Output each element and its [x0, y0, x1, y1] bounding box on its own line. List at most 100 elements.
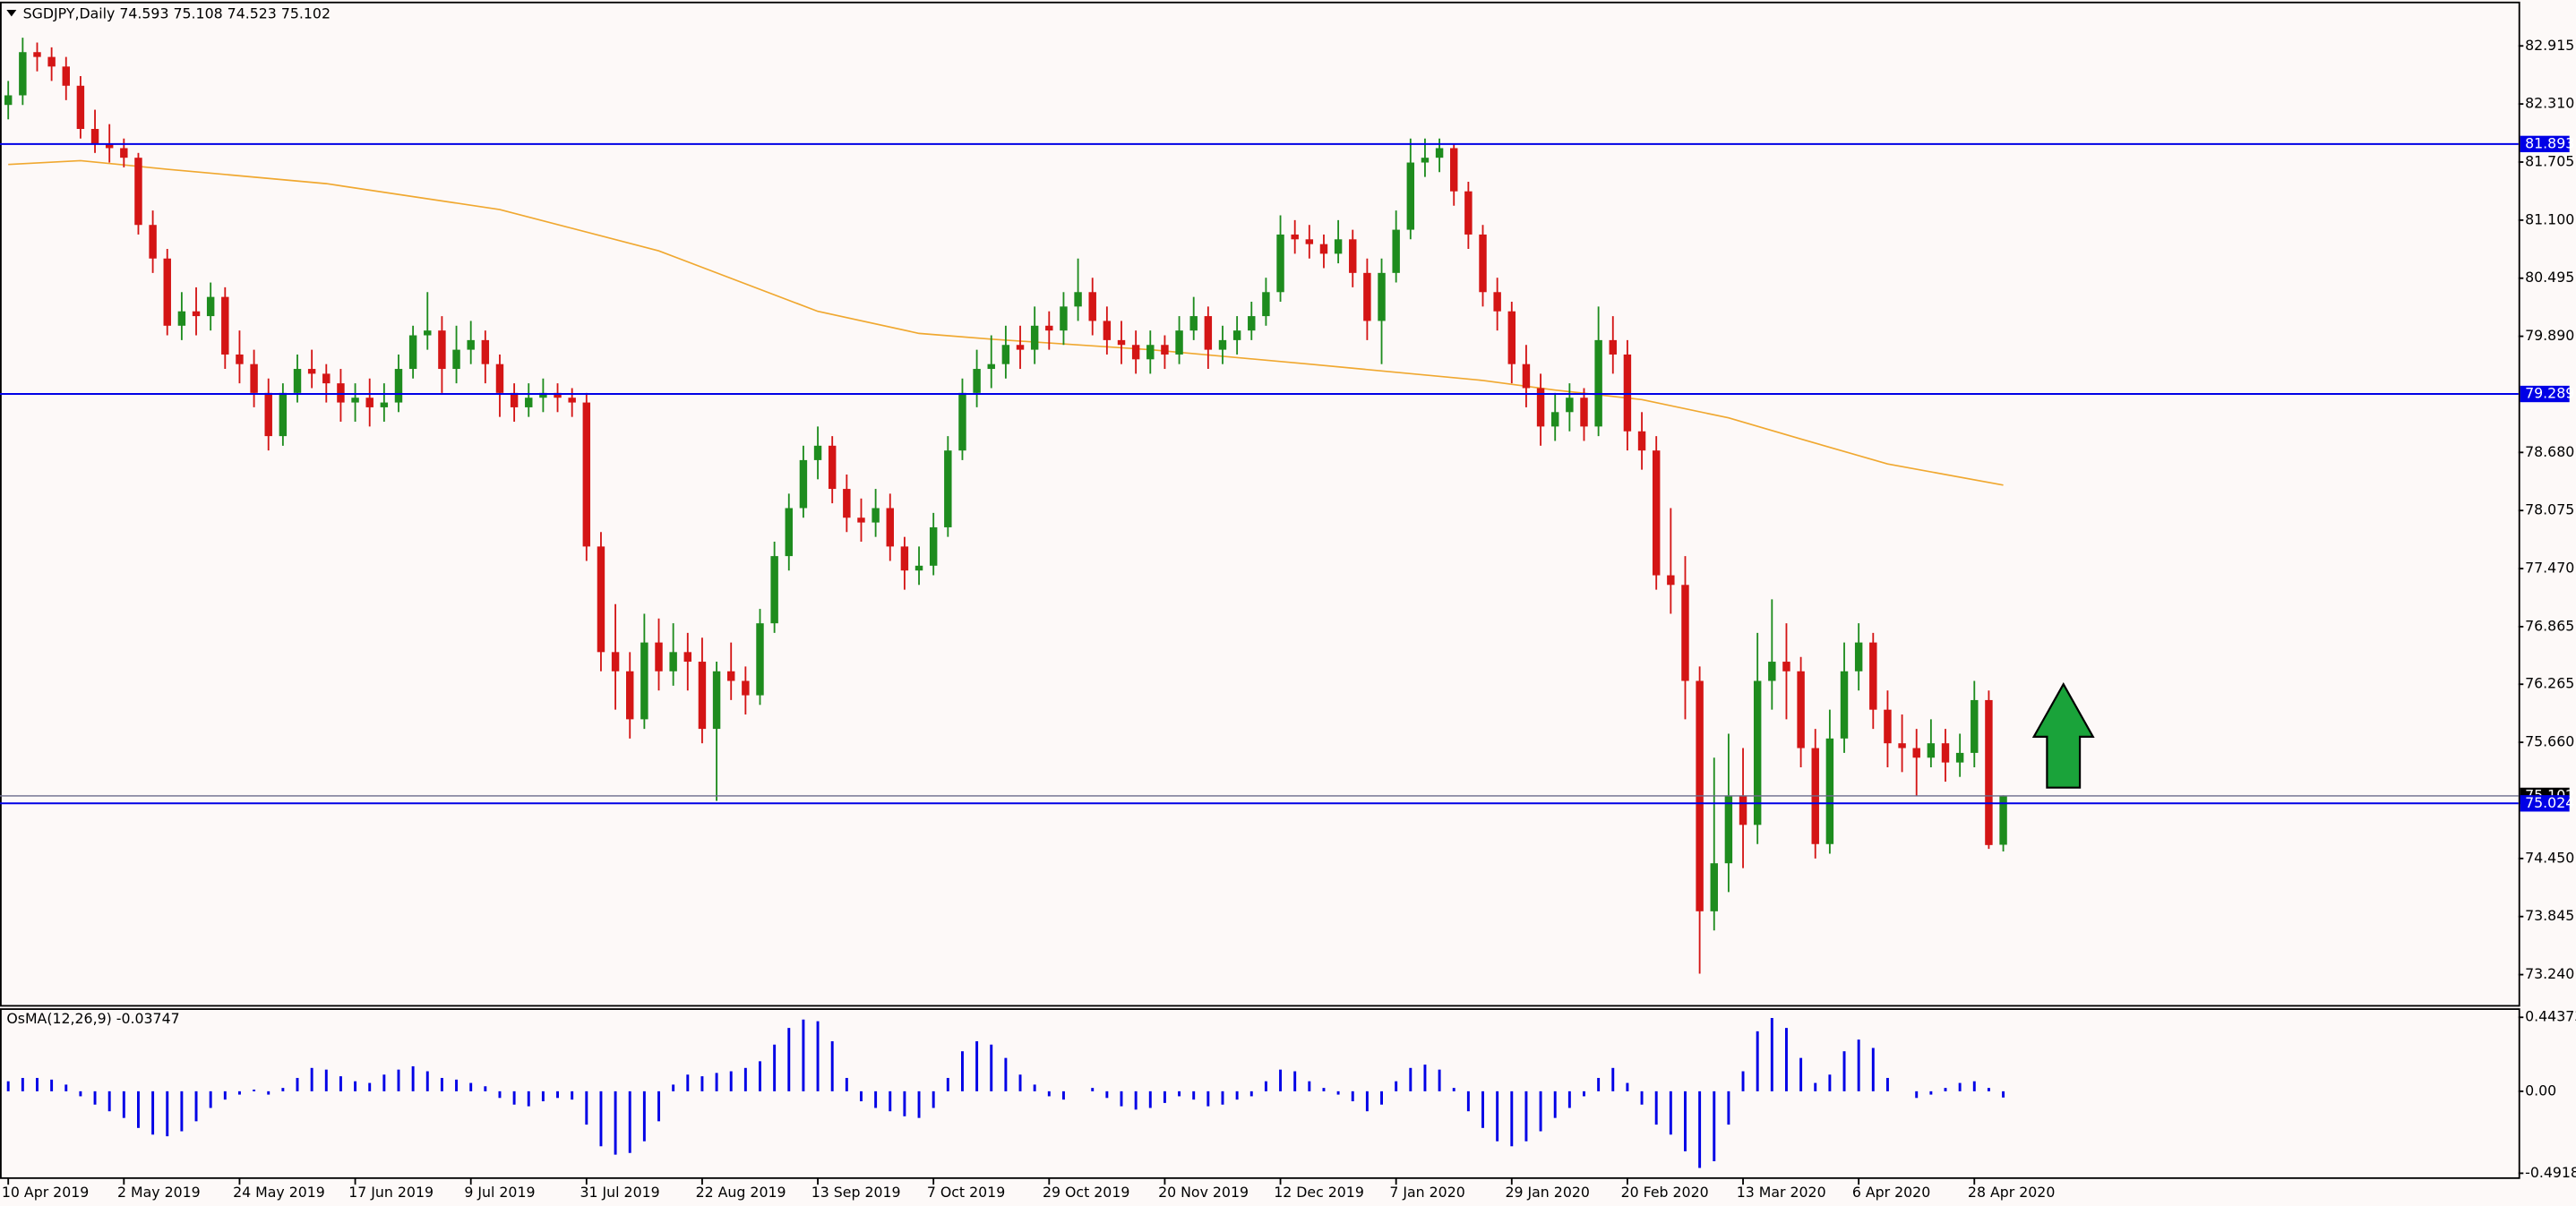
candle-body	[134, 158, 142, 226]
candle-body	[1536, 388, 1545, 427]
candle-body	[1161, 345, 1169, 355]
close-price: 75.102	[281, 4, 331, 21]
candle-body	[90, 129, 99, 144]
candle-body	[1088, 292, 1096, 321]
x-tick-label: 7 Oct 2019	[927, 1184, 1005, 1201]
candle-body	[698, 662, 707, 730]
candle-body	[1218, 339, 1227, 350]
candle-body	[1001, 345, 1010, 364]
candle-body	[683, 652, 692, 663]
x-tick-label: 12 Dec 2019	[1274, 1184, 1364, 1201]
x-tick-label: 13 Mar 2020	[1737, 1184, 1826, 1201]
candle-body	[1884, 709, 1892, 744]
candle-body	[394, 369, 403, 403]
candle-body	[510, 392, 519, 407]
candle-body	[221, 296, 229, 355]
y-tick-label: 73.240	[2525, 965, 2574, 982]
candle-body	[1392, 229, 1400, 273]
candle-body	[1450, 148, 1458, 192]
x-tick-label: 24 May 2019	[233, 1184, 325, 1201]
indicator-value: -0.03747	[116, 1010, 180, 1027]
candle-body	[597, 546, 605, 653]
candle-body	[1276, 234, 1284, 293]
candle-body	[1941, 743, 1950, 763]
candle-body	[264, 392, 272, 437]
candle-body	[1637, 431, 1646, 451]
candle-body	[1710, 863, 1718, 911]
candle-body	[337, 383, 345, 403]
y-tick-label: 82.915	[2525, 37, 2574, 54]
candle-body	[206, 296, 215, 317]
candle-body	[1189, 316, 1198, 331]
candle-body	[1854, 642, 1863, 671]
candle-body	[1971, 699, 1979, 753]
candle-body	[813, 445, 822, 460]
x-tick-label: 6 Apr 2020	[1852, 1184, 1930, 1201]
candle-body	[1435, 148, 1444, 158]
candle-body	[467, 339, 475, 350]
candle-body	[149, 225, 157, 259]
candle-body	[626, 671, 634, 720]
x-tick-label: 17 Jun 2019	[348, 1184, 434, 1201]
x-tick-label: 28 Apr 2020	[1968, 1184, 2055, 1201]
x-tick-label: 22 Aug 2019	[696, 1184, 786, 1201]
candle-body	[163, 258, 171, 326]
candle-body	[62, 66, 70, 86]
candle-body	[19, 52, 27, 96]
candle-body	[1724, 796, 1733, 864]
candle-body	[105, 143, 114, 149]
candle-body	[1782, 662, 1790, 671]
candle-body	[1681, 585, 1689, 681]
candle-body	[1060, 306, 1068, 331]
x-tick-label: 7 Jan 2020	[1389, 1184, 1464, 1201]
candle-body	[322, 373, 331, 384]
candle-body	[380, 402, 389, 407]
candle-body	[1580, 398, 1588, 427]
low-price: 74.523	[228, 4, 277, 21]
candle-body	[1030, 325, 1039, 350]
candle-body	[1406, 162, 1415, 230]
y-tick-label: 0.44373	[2525, 1008, 2576, 1025]
candle-body	[914, 565, 923, 571]
x-tick-label: 31 Jul 2019	[580, 1184, 659, 1201]
moving-average	[8, 159, 2004, 486]
candle-body	[1507, 311, 1516, 364]
y-tick-label: 78.075	[2525, 501, 2574, 518]
candle-body	[1045, 325, 1053, 331]
candle-body	[47, 56, 56, 67]
candle-body	[1334, 239, 1343, 254]
candle-body	[1927, 743, 1936, 758]
y-tick-label: 76.265	[2525, 675, 2574, 692]
candle-body	[351, 398, 359, 403]
candle-body	[307, 369, 316, 374]
candle-body	[1550, 412, 1559, 427]
candle-body	[1349, 239, 1357, 273]
y-tick-label: -0.49184	[2525, 1164, 2576, 1181]
candle-body	[1493, 292, 1501, 312]
candle-body	[236, 354, 244, 364]
candle-body	[828, 445, 837, 490]
candle-body	[799, 459, 808, 509]
candle-body	[1464, 191, 1473, 235]
level-label: 81.893	[2525, 134, 2574, 151]
symbol-menu-icon[interactable]	[6, 9, 17, 17]
x-tick-label: 10 Apr 2019	[2, 1184, 89, 1201]
candle-body	[177, 311, 186, 326]
candle-body	[76, 85, 85, 130]
candle-body	[582, 402, 591, 547]
y-tick-label: 82.310	[2525, 95, 2574, 112]
y-tick-label: 79.890	[2525, 327, 2574, 344]
candle-body	[293, 369, 302, 393]
y-tick-label: 0.00	[2525, 1082, 2556, 1099]
x-tick-label: 2 May 2019	[117, 1184, 201, 1201]
candle-body	[539, 392, 547, 398]
candle-body	[872, 508, 880, 523]
candle-body	[1825, 738, 1834, 844]
candle-body	[987, 364, 995, 370]
candle-body	[1652, 450, 1661, 576]
candle-body	[120, 148, 128, 158]
candle-body	[554, 392, 562, 398]
